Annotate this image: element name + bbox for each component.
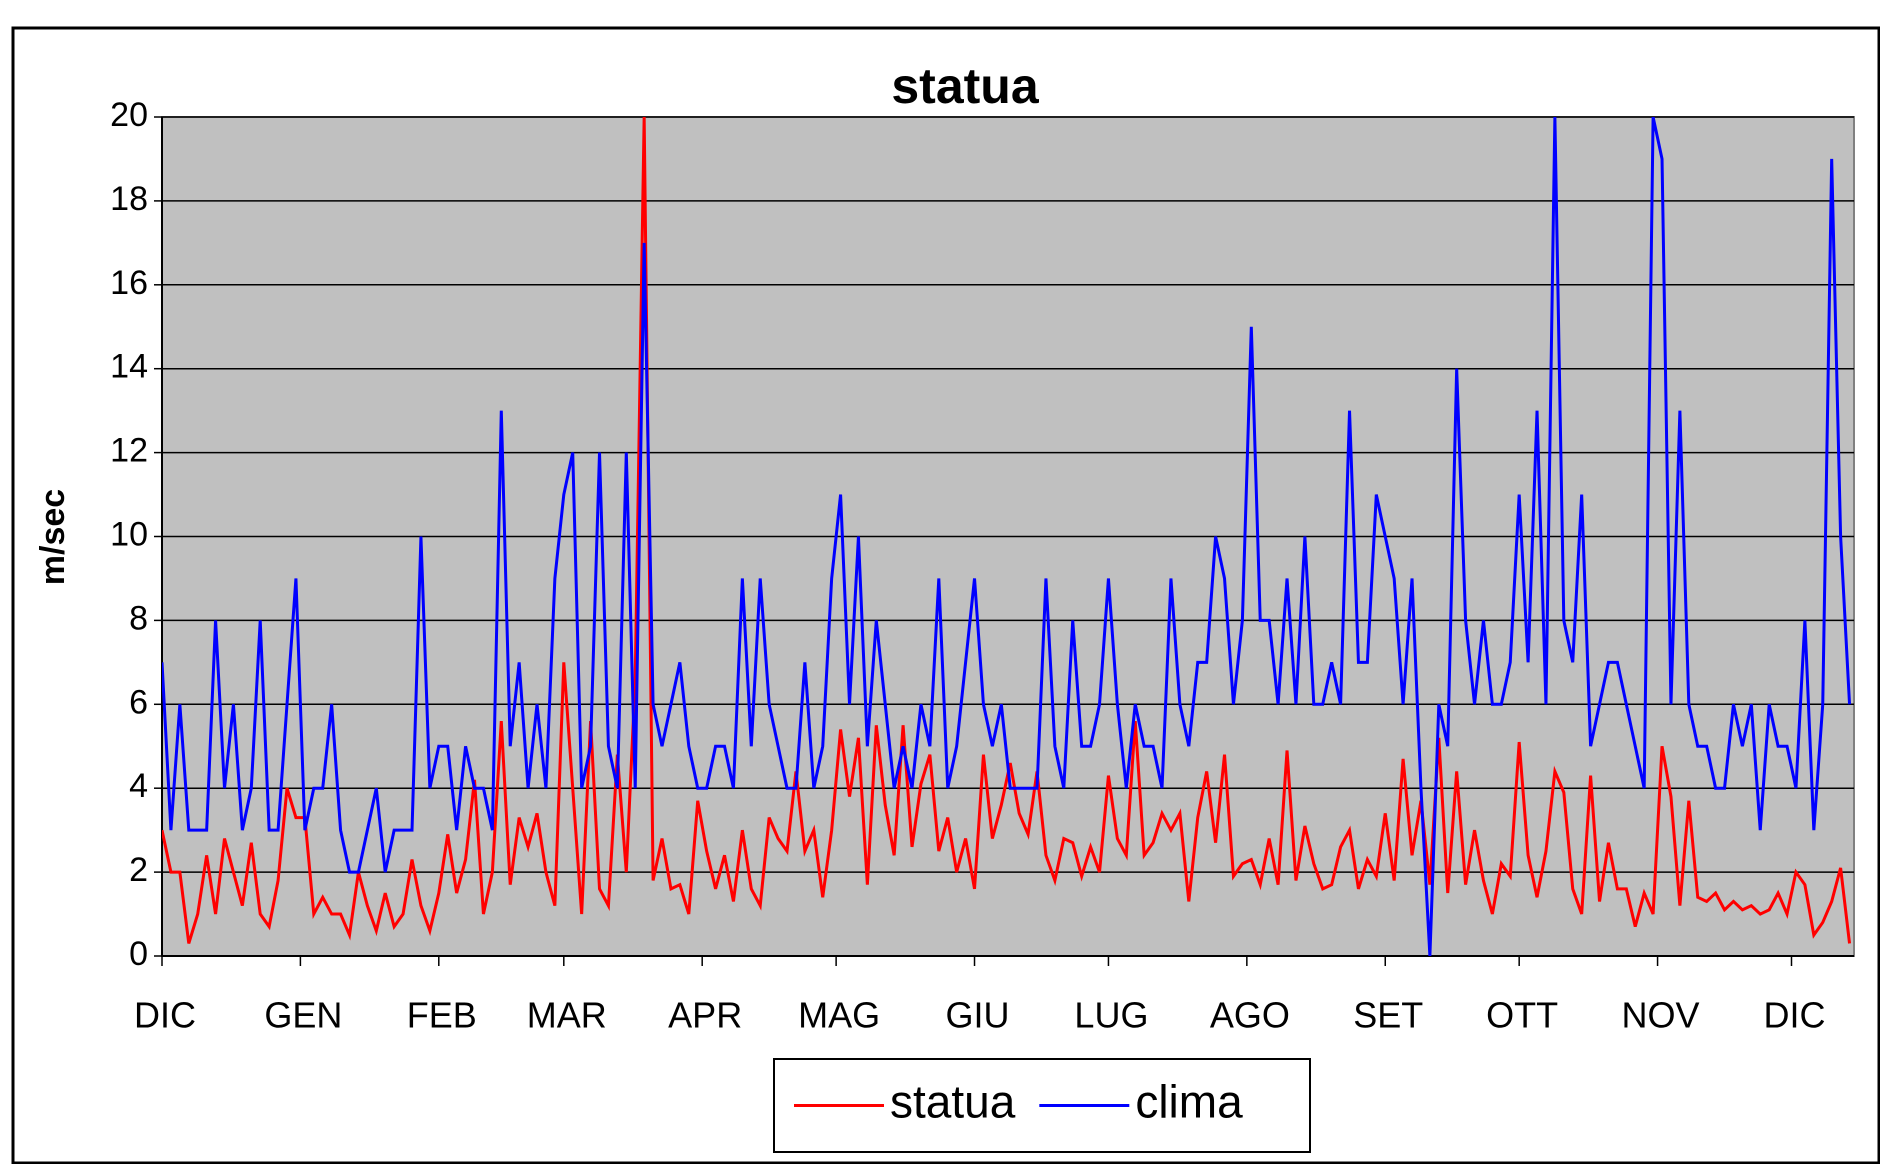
x-tick-label: GEN [264,995,342,1036]
y-tick-label: 20 [110,96,148,134]
x-tick-label: DIC [1763,995,1825,1036]
x-tick-label: FEB [407,995,477,1036]
x-tick-label: OTT [1486,995,1558,1036]
y-tick-label: 12 [110,432,148,470]
x-tick-label: NOV [1622,995,1700,1036]
y-tick-label: 10 [110,515,148,553]
y-tick-label: 6 [129,683,148,721]
chart-title: statua [891,58,1039,114]
x-tick-label: MAR [527,995,607,1036]
x-tick-label: LUG [1074,995,1148,1036]
y-tick-label: 18 [110,180,148,218]
y-tick-label: 0 [129,935,148,973]
legend-label: clima [1135,1076,1243,1128]
x-tick-label: APR [668,995,742,1036]
y-axis-label: m/sec [34,489,72,585]
series-line [162,117,1852,956]
x-tick-label: GIU [946,995,1010,1036]
y-tick-label: 2 [129,851,148,889]
y-tick-label: 8 [129,599,148,637]
x-tick-label: MAG [798,995,880,1036]
series-line [162,117,1852,944]
x-tick-label: DIC [134,995,196,1036]
y-tick-label: 14 [110,348,148,386]
x-tick-label: SET [1353,995,1423,1036]
y-tick-label: 16 [110,264,148,302]
y-tick-label: 4 [129,767,148,805]
x-tick-label: AGO [1210,995,1290,1036]
legend-label: statua [890,1076,1016,1128]
